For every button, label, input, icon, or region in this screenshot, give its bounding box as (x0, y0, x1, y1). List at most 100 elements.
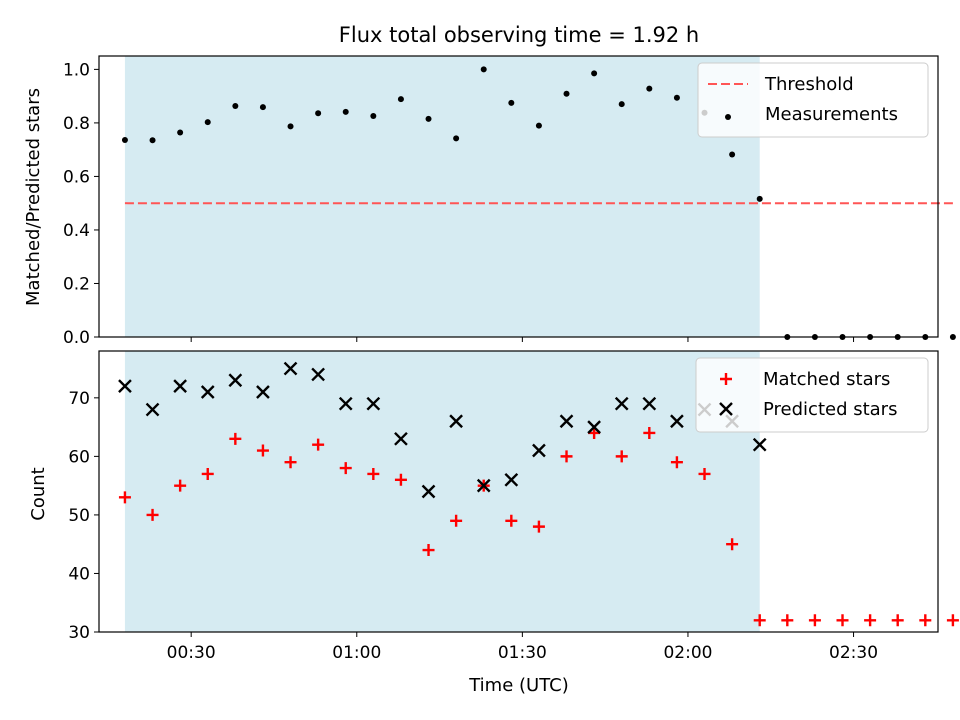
matched-stars-point (946, 614, 959, 627)
matched-stars-point (450, 514, 463, 527)
x-axis-label: Time (UTC) (468, 675, 569, 696)
predicted-stars-point (173, 379, 187, 393)
y-tick-label: 0.8 (63, 114, 90, 134)
matched-stars-point (532, 520, 545, 533)
legend-label: Matched stars (763, 369, 890, 390)
measurement-point (646, 85, 653, 92)
predicted-stars-point (256, 385, 270, 399)
axes-frame (98, 350, 939, 633)
matched-stars-point (394, 473, 407, 486)
measurement-point (591, 70, 598, 77)
y-tick-label: 0.6 (63, 167, 90, 187)
x-tick-label: 02:30 (829, 643, 878, 663)
measurement-point (618, 101, 625, 108)
predicted-stars-point (670, 414, 684, 429)
matched-stars-point (588, 426, 601, 439)
legend-label: Threshold (764, 74, 854, 95)
matched-stars-point (146, 508, 159, 521)
matched-stars-point (781, 614, 794, 627)
predicted-stars-point (338, 396, 353, 411)
y-tick-label: 30 (68, 623, 90, 643)
matched-stars-point (864, 614, 877, 627)
ratio-panel: 0.0 0.2 0.4 0.6 0.8 1.0 Threshold Measurements (63, 55, 956, 348)
predicted-stars-point (559, 414, 574, 429)
measurement-point (149, 137, 156, 144)
predicted-stars-point (504, 472, 519, 487)
predicted-stars-point (532, 443, 546, 458)
x-tick-label: 01:00 (332, 643, 381, 663)
matched-stars-point (339, 462, 352, 475)
axes-frame (98, 55, 939, 338)
measurement-point (204, 119, 211, 126)
predicted-stars-point (228, 373, 243, 388)
measurement-point (287, 123, 294, 130)
count-panel: 30 40 50 60 70 00:30 01:00 01:30 02:00 02:30 Match… (68, 350, 959, 663)
matched-stars-point (201, 467, 214, 480)
y-tick-label: 50 (68, 506, 90, 526)
measurement-point (729, 151, 736, 158)
matched-stars-point (670, 456, 683, 469)
measurement-point (177, 129, 184, 136)
legend-measurement-swatch (725, 114, 731, 120)
x-tick-label: 02:00 (663, 643, 712, 663)
matched-stars-point (808, 614, 821, 627)
measurement-point (756, 195, 763, 202)
predicted-stars-point (366, 396, 381, 411)
predicted-stars-point (614, 396, 629, 411)
bottom-panel-y-axis-label: Count (28, 467, 49, 520)
matched-stars-point (560, 450, 573, 463)
measurement-point (480, 66, 487, 73)
y-tick-label: 60 (68, 447, 90, 467)
measurement-point (342, 108, 349, 115)
matched-stars-point (422, 544, 435, 557)
y-tick-label: 0.2 (63, 274, 90, 294)
measurement-point (425, 115, 432, 122)
matched-stars-point (919, 614, 932, 627)
observing-interval-shade (124, 56, 760, 337)
predicted-stars-point (642, 396, 657, 411)
legend-label: Predicted stars (763, 399, 897, 420)
matched-stars-point (118, 491, 131, 504)
predicted-stars-point (394, 431, 408, 446)
predicted-stars-point (200, 385, 215, 399)
matched-stars-point (256, 444, 269, 457)
measurement-point (508, 99, 515, 106)
y-tick-label: 0.0 (63, 328, 90, 348)
matched-stars-point (726, 538, 739, 551)
measurement-point (259, 104, 266, 111)
matched-stars-point (643, 426, 656, 439)
measurement-point (949, 334, 956, 340)
chart-title: Flux total observing time = 1.92 h (339, 23, 699, 47)
matched-stars-point (367, 467, 380, 480)
legend-predicted-swatch (719, 402, 733, 416)
matched-stars-point (698, 467, 711, 480)
matched-stars-point (753, 614, 766, 627)
legend-matched-swatch (720, 373, 732, 385)
predicted-stars-point (449, 414, 463, 429)
matched-stars-point (284, 456, 297, 469)
matched-stars-point (891, 614, 904, 627)
matched-stars-point (505, 514, 518, 527)
measurement-point (397, 96, 404, 103)
predicted-stars-point (421, 484, 436, 499)
predicted-stars-point (145, 402, 160, 417)
matched-stars-point (615, 450, 628, 463)
x-tick-label: 00:30 (167, 643, 216, 663)
legend: Threshold Measurements (697, 62, 929, 138)
matched-stars-point (312, 438, 325, 451)
measurement-point (121, 137, 128, 144)
measurement-point (535, 122, 542, 129)
measurement-point (315, 110, 322, 117)
measurement-point (563, 90, 570, 97)
matched-stars-point (174, 479, 187, 492)
observing-interval-shade (124, 351, 760, 632)
matched-stars-point (229, 432, 242, 445)
legend-box (697, 62, 929, 138)
y-tick-label: 40 (68, 564, 90, 584)
legend: Matched stars Predicted stars (695, 357, 929, 433)
x-tick-label: 01:30 (498, 643, 547, 663)
predicted-stars-point (476, 478, 491, 493)
predicted-stars-point (311, 367, 325, 382)
